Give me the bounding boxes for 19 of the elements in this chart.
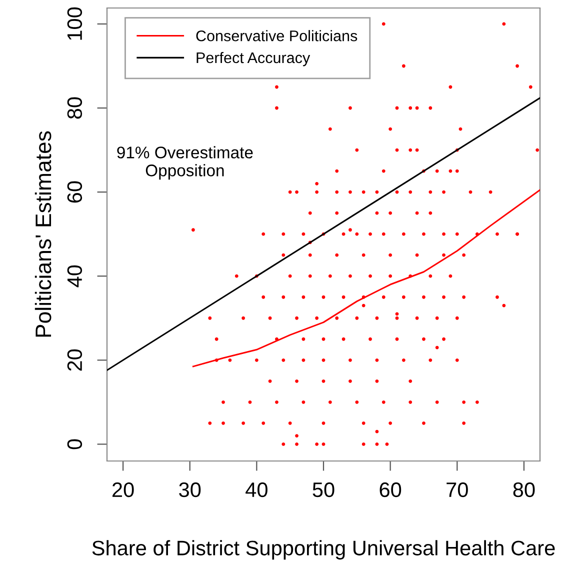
legend-label: Conservative Politicians [196,30,358,42]
x-tick-label: 80 [513,482,535,498]
x-tick-label: 40 [246,482,268,498]
x-tick-label: 50 [312,482,334,498]
x-axis-title: Share of District Supporting Universal Health Care [92,540,555,560]
y-tick-label: 80 [67,97,82,119]
x-tick-label: 60 [380,482,402,498]
y-tick-label: 0 [67,439,82,450]
x-tick-label: 30 [179,482,201,498]
line-series [192,189,540,368]
x-tick-label: 70 [446,482,468,498]
x-tick-label: 20 [112,482,134,498]
legend-label: Perfect Accuracy [196,52,310,66]
annotation: 91% Overestimate Opposition [117,146,253,180]
y-tick-label: 20 [67,349,82,371]
y-tick-label: 40 [67,265,82,288]
y-axis-title: Politicians' Estimates [34,131,52,337]
y-tick-label: 60 [67,181,82,203]
y-tick-label: 100 [67,7,82,40]
